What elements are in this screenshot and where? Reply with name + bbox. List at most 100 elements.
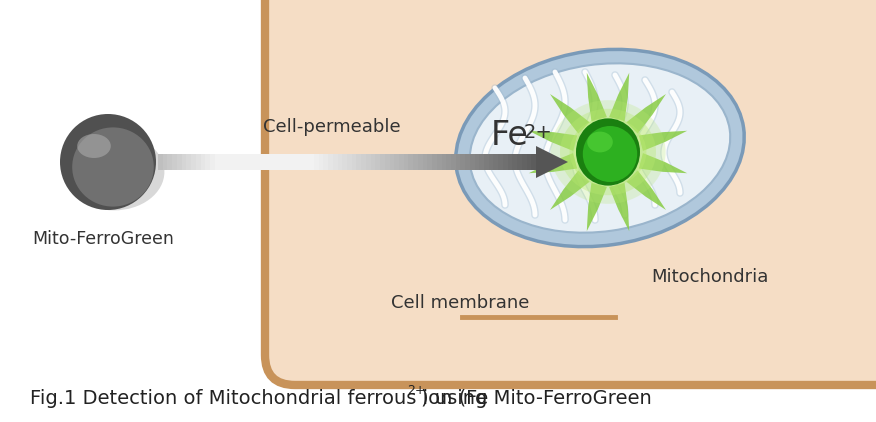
Ellipse shape xyxy=(60,114,156,210)
Polygon shape xyxy=(201,154,205,170)
Polygon shape xyxy=(418,154,422,170)
Polygon shape xyxy=(177,154,181,170)
Text: ) using Mito-FerroGreen: ) using Mito-FerroGreen xyxy=(420,389,652,408)
Polygon shape xyxy=(479,154,484,170)
Polygon shape xyxy=(498,154,503,170)
Text: Cell membrane: Cell membrane xyxy=(391,294,529,312)
Polygon shape xyxy=(347,154,352,170)
Polygon shape xyxy=(451,154,456,170)
Polygon shape xyxy=(258,154,262,170)
Polygon shape xyxy=(399,154,404,170)
Ellipse shape xyxy=(456,49,745,246)
Polygon shape xyxy=(587,183,607,231)
Text: Mito-FerroGreen: Mito-FerroGreen xyxy=(32,230,174,248)
Polygon shape xyxy=(309,154,314,170)
Polygon shape xyxy=(517,154,522,170)
Polygon shape xyxy=(314,154,319,170)
Polygon shape xyxy=(295,154,300,170)
Polygon shape xyxy=(337,154,343,170)
Polygon shape xyxy=(167,154,173,170)
Polygon shape xyxy=(328,154,333,170)
Polygon shape xyxy=(352,154,357,170)
Polygon shape xyxy=(422,154,427,170)
Polygon shape xyxy=(210,154,215,170)
Polygon shape xyxy=(305,154,309,170)
Polygon shape xyxy=(385,154,390,170)
Polygon shape xyxy=(229,154,234,170)
Text: 2+: 2+ xyxy=(406,384,426,398)
Polygon shape xyxy=(489,154,493,170)
FancyBboxPatch shape xyxy=(265,0,876,385)
Polygon shape xyxy=(262,154,266,170)
Polygon shape xyxy=(375,154,380,170)
Polygon shape xyxy=(522,154,526,170)
Text: 2+: 2+ xyxy=(524,123,553,142)
Polygon shape xyxy=(529,131,577,151)
Polygon shape xyxy=(550,170,590,210)
Polygon shape xyxy=(187,154,191,170)
Polygon shape xyxy=(394,154,399,170)
Polygon shape xyxy=(191,154,196,170)
Polygon shape xyxy=(248,154,252,170)
Polygon shape xyxy=(158,154,163,170)
Polygon shape xyxy=(639,131,687,151)
Polygon shape xyxy=(404,154,408,170)
Polygon shape xyxy=(272,154,276,170)
Polygon shape xyxy=(224,154,229,170)
Polygon shape xyxy=(290,154,295,170)
Ellipse shape xyxy=(560,109,656,195)
Polygon shape xyxy=(493,154,498,170)
Polygon shape xyxy=(215,154,219,170)
Polygon shape xyxy=(508,154,512,170)
Ellipse shape xyxy=(569,117,646,187)
Polygon shape xyxy=(205,154,210,170)
Polygon shape xyxy=(243,154,248,170)
Ellipse shape xyxy=(583,126,637,182)
Polygon shape xyxy=(390,154,394,170)
Polygon shape xyxy=(234,154,238,170)
Polygon shape xyxy=(333,154,337,170)
Polygon shape xyxy=(163,154,167,170)
Polygon shape xyxy=(319,154,323,170)
Polygon shape xyxy=(427,154,432,170)
Polygon shape xyxy=(639,153,687,173)
Polygon shape xyxy=(456,154,461,170)
Polygon shape xyxy=(465,154,470,170)
Polygon shape xyxy=(366,154,371,170)
Polygon shape xyxy=(432,154,437,170)
Polygon shape xyxy=(413,154,418,170)
Polygon shape xyxy=(380,154,385,170)
Polygon shape xyxy=(442,154,446,170)
Polygon shape xyxy=(550,94,590,134)
Text: Mitochondria: Mitochondria xyxy=(652,268,768,286)
Text: Fe: Fe xyxy=(491,119,529,152)
Ellipse shape xyxy=(470,63,731,233)
Ellipse shape xyxy=(64,134,165,211)
Polygon shape xyxy=(512,154,517,170)
Polygon shape xyxy=(173,154,177,170)
Polygon shape xyxy=(281,154,286,170)
Ellipse shape xyxy=(576,119,640,186)
Polygon shape xyxy=(529,153,577,173)
Polygon shape xyxy=(446,154,451,170)
Polygon shape xyxy=(181,154,187,170)
Polygon shape xyxy=(626,94,666,134)
Text: Fig.1 Detection of Mitochondrial ferrous ion (Fe: Fig.1 Detection of Mitochondrial ferrous… xyxy=(30,389,488,408)
Polygon shape xyxy=(408,154,413,170)
Polygon shape xyxy=(437,154,442,170)
Polygon shape xyxy=(609,73,629,121)
Polygon shape xyxy=(531,154,536,170)
Polygon shape xyxy=(484,154,489,170)
Polygon shape xyxy=(343,154,347,170)
Polygon shape xyxy=(587,73,607,121)
Polygon shape xyxy=(503,154,508,170)
Polygon shape xyxy=(526,154,531,170)
Polygon shape xyxy=(238,154,243,170)
Polygon shape xyxy=(323,154,328,170)
Polygon shape xyxy=(361,154,366,170)
Polygon shape xyxy=(475,154,479,170)
Polygon shape xyxy=(219,154,224,170)
Polygon shape xyxy=(357,154,361,170)
Polygon shape xyxy=(252,154,258,170)
Ellipse shape xyxy=(587,132,613,152)
